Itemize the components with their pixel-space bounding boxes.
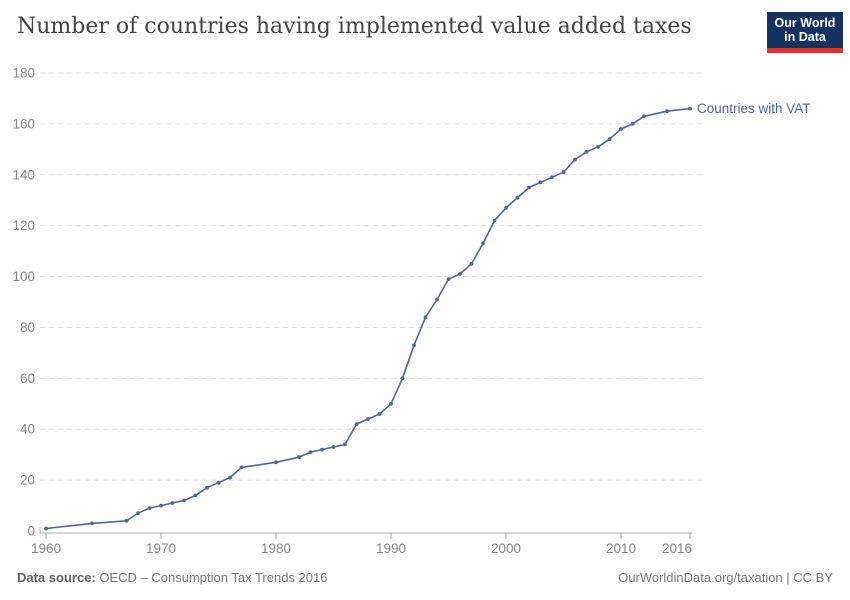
data-point	[193, 493, 198, 498]
series-end-label: Countries with VAT	[697, 101, 811, 116]
data-point	[44, 526, 48, 531]
data-point	[228, 475, 232, 480]
y-axis-tick-label: 80	[20, 320, 35, 335]
y-axis-tick-label: 120	[12, 218, 35, 233]
page-title: Number of countries having implemented v…	[17, 14, 692, 39]
data-point	[561, 170, 566, 175]
x-axis-tick-label: 2010	[606, 541, 636, 556]
data-point	[308, 450, 313, 454]
y-axis-tick-label: 0	[27, 524, 35, 539]
data-point	[596, 144, 600, 149]
data-point	[354, 422, 359, 426]
owid-logo-line1: Our World	[774, 16, 836, 30]
data-point	[389, 401, 393, 406]
data-source-value: OECD – Consumption Tax Trends 2016	[99, 570, 328, 585]
data-point	[642, 114, 646, 119]
data-point	[688, 106, 692, 111]
x-axis-tick-label: 1970	[146, 541, 176, 556]
y-axis-tick-label: 40	[20, 422, 35, 437]
data-point	[124, 518, 129, 523]
data-point	[159, 503, 163, 508]
data-point	[550, 175, 554, 180]
owid-logo-line2: in Data	[784, 30, 826, 44]
data-point	[504, 206, 508, 210]
data-point	[481, 241, 485, 246]
data-point	[446, 277, 451, 281]
data-point	[412, 343, 416, 348]
data-point	[297, 455, 301, 460]
data-point	[320, 447, 324, 452]
y-axis-tick-label: 60	[20, 371, 35, 386]
data-point	[366, 417, 370, 421]
y-axis-tick-label: 140	[12, 167, 35, 182]
x-axis-tick-label: 2000	[491, 541, 521, 556]
footer: Data source: OECD – Consumption Tax Tren…	[0, 567, 850, 600]
data-point	[182, 498, 186, 503]
y-axis-tick-label: 100	[12, 269, 35, 284]
x-axis-tick-label: 1990	[376, 541, 406, 556]
data-point	[458, 272, 462, 276]
x-axis-tick-label: 1980	[261, 541, 291, 556]
data-point	[630, 122, 635, 126]
owid-logo[interactable]: Our World in Data	[767, 12, 843, 53]
data-point	[147, 506, 152, 510]
data-point	[343, 442, 347, 447]
data-point	[205, 485, 209, 490]
data-point	[331, 445, 336, 449]
data-point	[216, 480, 221, 485]
data-point	[492, 218, 497, 223]
data-source-label: Data source:	[17, 570, 96, 585]
chart-line	[45, 107, 691, 530]
x-axis-tick-label: 2016	[662, 541, 692, 556]
data-point	[90, 521, 94, 526]
data-point	[469, 261, 474, 266]
data-point	[607, 137, 612, 142]
data-point	[573, 157, 577, 162]
data-point	[400, 376, 405, 381]
data-point	[136, 511, 140, 516]
data-point	[527, 185, 531, 190]
data-point	[584, 150, 589, 154]
data-point	[435, 297, 439, 302]
data-point	[274, 460, 278, 465]
data-point	[170, 501, 175, 505]
data-point	[377, 412, 382, 416]
y-axis-tick-label: 20	[20, 473, 35, 488]
data-point	[665, 109, 669, 114]
data-source: Data source: OECD – Consumption Tax Tren…	[17, 570, 327, 585]
y-axis-tick-label: 160	[12, 116, 35, 131]
y-axis-tick-label: 180	[12, 66, 35, 81]
data-point	[619, 127, 623, 131]
data-point	[515, 195, 520, 200]
footer-link[interactable]: OurWorldinData.org/taxation | CC BY	[618, 570, 833, 585]
data-point	[423, 315, 428, 320]
x-axis-tick-label: 1960	[31, 541, 61, 556]
data-point	[538, 180, 543, 185]
data-point	[239, 465, 244, 470]
